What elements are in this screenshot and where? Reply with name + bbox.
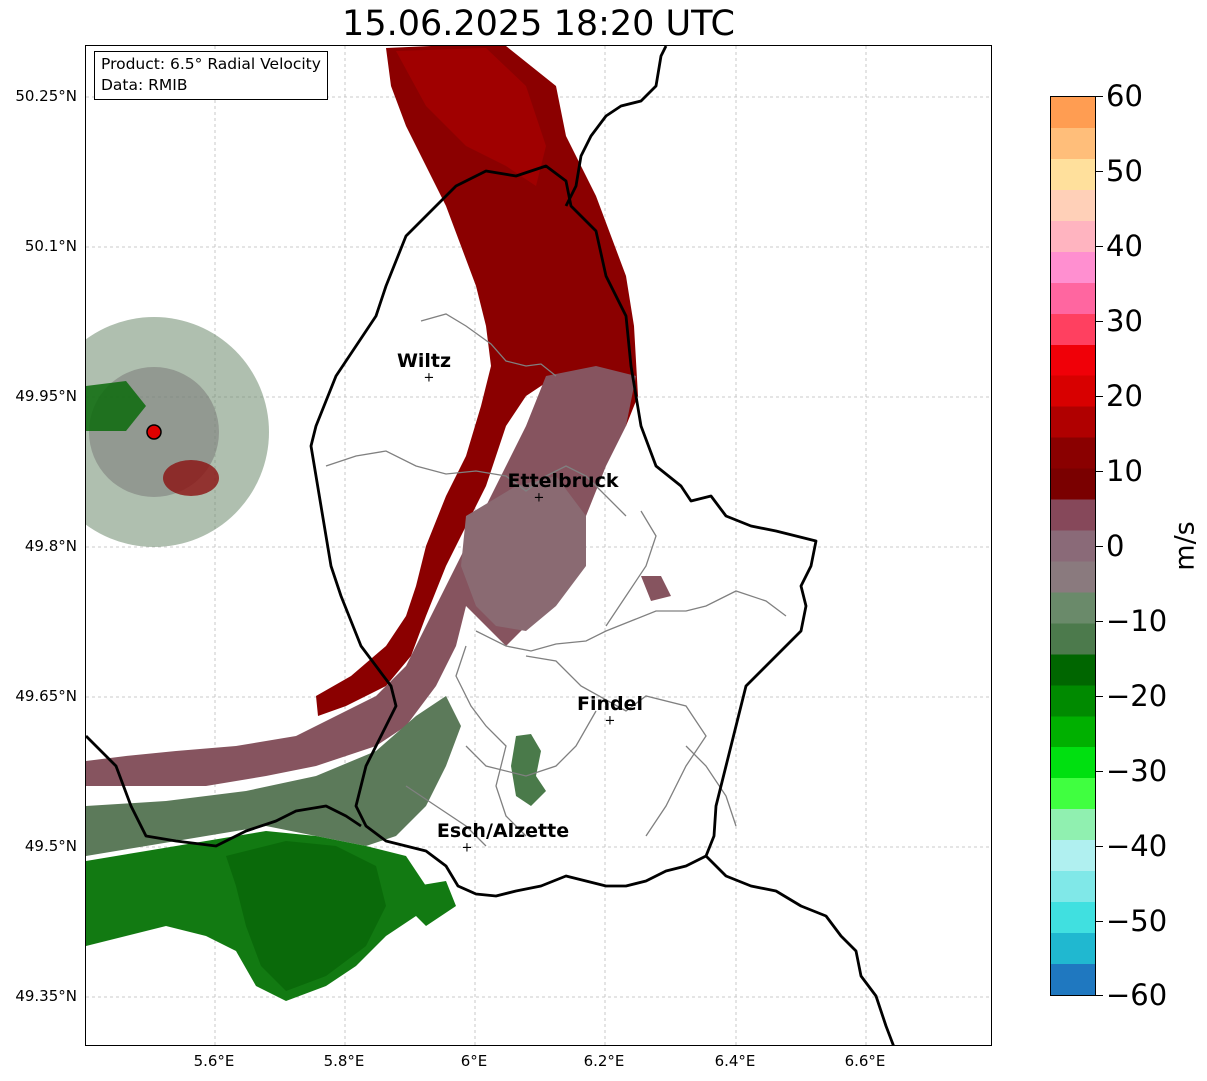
city-marker-icon: + [604,713,616,729]
lon-label: 6.6°E [844,1052,886,1070]
colorbar-tick-label: 10 [1106,454,1143,488]
lon-label: 5.8°E [323,1052,365,1070]
colorbar-tick [1096,621,1103,622]
city-label-findel: Findel [576,693,644,715]
lon-label: 6.2°E [583,1052,625,1070]
border-luxembourg [309,164,818,898]
colorbar-tick [1096,995,1103,996]
radar-velocity-echoes [86,46,671,1001]
colorbar-unit-label: m/s [1169,521,1201,571]
velocity-colorbar [1050,96,1096,996]
lon-label: 6°E [460,1052,488,1070]
colorbar-tick-label: −10 [1106,604,1168,638]
colorbar-tick [1096,846,1103,847]
national-borders [86,46,895,1045]
lat-label: 49.65°N [15,687,77,705]
city-label-ettelbruck: Ettelbruck [507,470,619,492]
colorbar-tick-label: −50 [1106,904,1168,938]
lon-label: 6.4°E [714,1052,756,1070]
lat-label: 49.8°N [24,537,77,555]
map-title: 15.06.2025 18:20 UTC [342,4,735,44]
velocity-patch-green-findel [511,734,546,806]
city-marker-icon: + [423,370,435,386]
colorbar-tick [1096,396,1103,397]
radar-clutter-green-wedge [86,381,146,431]
product-label: Product: 6.5° Radial Velocity [101,55,321,73]
city-marker-icon: + [461,840,473,856]
map-canvas [86,46,991,1045]
velocity-patch-green-south [411,881,456,926]
velocity-band-dark-red [316,46,638,716]
city-label-esch-alzette: Esch/Alzette [436,820,570,842]
radar-site-marker [146,424,162,440]
colorbar-tick-label: −40 [1106,829,1168,863]
border-belgium-france-west [86,735,362,848]
colorbar-tick [1096,921,1103,922]
lat-label: 49.35°N [15,987,77,1005]
colorbar-tick-label: 40 [1106,229,1143,263]
canton-borders [325,313,787,847]
city-marker-icon: + [533,490,545,506]
radar-map[interactable] [85,45,992,1046]
colorbar-tick [1096,771,1103,772]
colorbar-tick [1096,246,1103,247]
lat-label: 50.1°N [24,237,77,255]
colorbar-tick [1096,546,1103,547]
colorbar-tick [1096,171,1103,172]
lat-label: 49.5°N [24,837,77,855]
colorbar-tick-label: −20 [1106,679,1168,713]
colorbar-tick-label: 60 [1106,79,1143,113]
radar-clutter-red [163,460,219,496]
colorbar-tick [1096,321,1103,322]
colorbar-tick-label: 20 [1106,379,1143,413]
lon-label: 5.6°E [193,1052,235,1070]
border-germany-north [564,46,668,207]
velocity-zone-grey-mauve [461,476,586,631]
lat-label: 49.95°N [15,387,77,405]
colorbar-tick [1096,96,1103,97]
colorbar-tick-label: −30 [1106,754,1168,788]
colorbar-tick-label: 50 [1106,154,1143,188]
velocity-band-bright-red [396,48,546,186]
velocity-zone-grey-green [86,696,461,856]
colorbar-tick [1096,696,1103,697]
colorbar-tick [1096,471,1103,472]
colorbar-tick-label: −60 [1106,978,1168,1012]
lat-label: 50.25°N [15,87,77,105]
city-label-wiltz: Wiltz [396,350,452,372]
data-source-label: Data: RMIB [101,76,188,94]
velocity-patch-mauve-east [641,576,671,601]
colorbar-tick-label: 30 [1106,304,1143,338]
velocity-zone-green-dark [226,841,386,991]
product-info-box: Product: 6.5° Radial Velocity Data: RMIB [94,51,328,100]
border-france-east [705,855,895,1045]
colorbar-tick-label: 0 [1106,529,1125,563]
